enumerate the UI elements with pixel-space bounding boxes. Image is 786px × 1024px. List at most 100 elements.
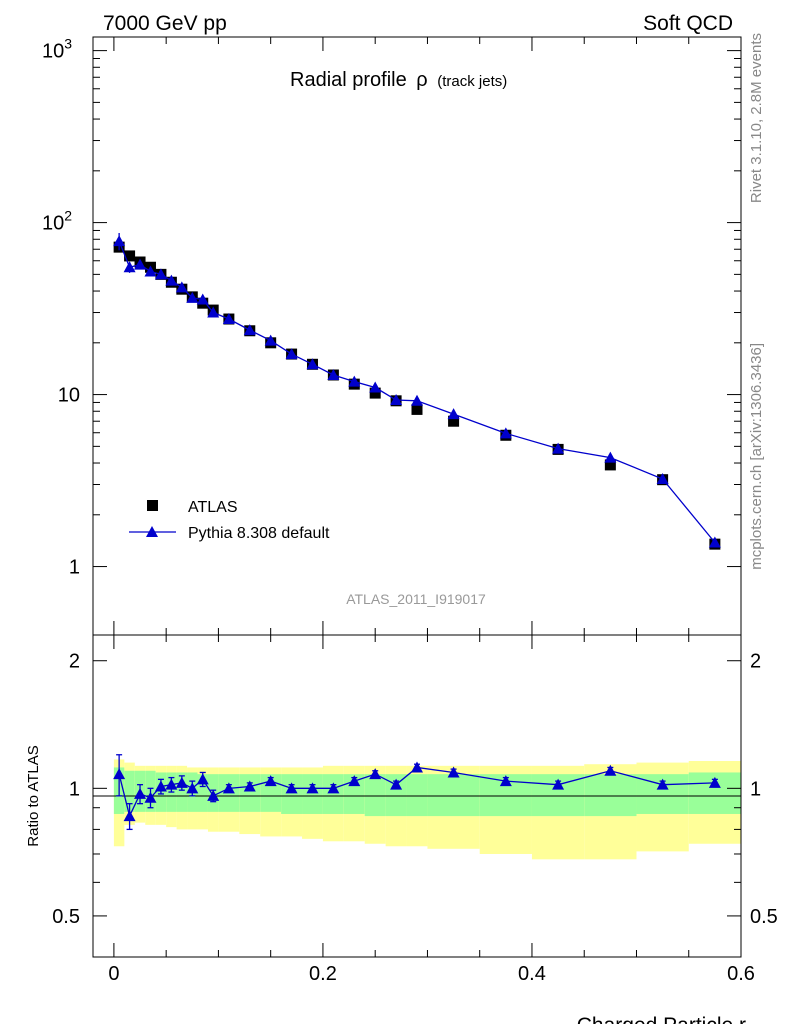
pythia-point	[144, 265, 157, 277]
ratio-point	[186, 782, 199, 794]
ratio-point	[243, 780, 256, 792]
atlas-point	[124, 250, 136, 262]
legend: ATLAS Pythia 8.308 default	[129, 499, 330, 542]
main-y-tick-label-exp: 2	[64, 208, 72, 224]
atlas-point	[411, 403, 423, 415]
pythia-point	[186, 291, 199, 303]
main-y-tick-labels: 1 10 102 103	[42, 36, 80, 579]
x-tick-label: 0.2	[309, 963, 337, 985]
ratio-y-tick-label-left: 1	[69, 778, 80, 800]
x-tick-label: 0.6	[727, 963, 755, 985]
pythia-point	[348, 375, 361, 387]
ratio-point	[134, 787, 147, 799]
pythia-point	[552, 442, 565, 454]
ratio-point	[113, 768, 126, 780]
main-frame	[92, 36, 742, 636]
main-y-tick-label: 102	[42, 208, 72, 235]
ratio-point	[165, 778, 178, 790]
pythia-point	[604, 451, 617, 463]
pythia-point	[113, 235, 126, 247]
pythia-point	[369, 381, 382, 393]
ratio-frame	[92, 634, 742, 958]
ratio-panel: 0.5 0.5 1 1 2 2 Ratio to ATLAS	[25, 634, 778, 958]
ratio-point	[708, 776, 721, 788]
green-band-segment	[322, 774, 344, 814]
legend-pythia-label: Pythia 8.308 default	[188, 525, 330, 542]
analysis-id: ATLAS_2011_I919017	[346, 591, 486, 607]
green-band-segment	[197, 774, 208, 812]
ratio-point	[447, 766, 460, 778]
pythia-point	[154, 268, 167, 280]
legend-atlas-label: ATLAS	[188, 499, 238, 516]
pythia-line	[118, 240, 716, 543]
pythia-point	[123, 261, 136, 273]
ratio-point	[154, 780, 167, 792]
ratio-point	[264, 775, 277, 787]
ratio-point	[207, 789, 220, 801]
pythia-point	[264, 334, 277, 346]
green-band-segment	[343, 774, 365, 814]
pythia-point	[222, 313, 235, 325]
pythia-point	[390, 394, 403, 406]
ratio-point	[499, 775, 512, 787]
pythia-point	[243, 324, 256, 336]
ratio-point	[369, 768, 382, 780]
legend-pythia-marker	[146, 526, 158, 537]
green-band-segment	[239, 774, 261, 812]
pythia-point	[708, 536, 721, 548]
ratio-point	[552, 778, 565, 790]
header-left: 7000 GeV pp	[103, 12, 227, 35]
chart-title: Radial profile ρ (track jets)	[290, 69, 507, 91]
pythia-point	[327, 368, 340, 380]
main-axis-ticks	[93, 37, 742, 635]
x-tick-labels: 0 0.2 0.4 0.6	[108, 963, 755, 985]
ratio-point	[222, 782, 235, 794]
ratio-point	[306, 782, 319, 794]
legend-atlas-marker	[147, 500, 158, 511]
ratio-y-tick-label-left: 0.5	[52, 906, 80, 928]
pythia-point	[306, 358, 319, 370]
pythia-point	[207, 306, 220, 318]
ratio-point	[390, 778, 403, 790]
ratio-point	[144, 791, 157, 803]
pythia-point	[134, 258, 147, 270]
green-band-segment	[281, 774, 303, 814]
chart-title-text: Radial profile	[290, 69, 407, 91]
green-band-segment	[302, 774, 323, 814]
green-band-segment	[427, 774, 480, 817]
ratio-y-tick-label-right: 1	[750, 778, 761, 800]
ratio-ylabel: Ratio to ATLAS	[25, 745, 42, 846]
ratio-point	[123, 810, 136, 822]
pythia-point	[411, 394, 423, 406]
chart-title-symbol: ρ	[416, 69, 427, 91]
ratio-point	[656, 778, 669, 790]
pythia-point	[165, 274, 178, 286]
main-series	[113, 233, 721, 550]
green-band-segment	[406, 774, 428, 817]
main-y-tick-label: 10	[58, 385, 80, 407]
x-axis-label: Charged Particle r	[577, 1014, 746, 1024]
green-band-segment	[124, 770, 135, 812]
pythia-point	[499, 427, 512, 439]
ratio-point	[411, 761, 423, 773]
main-y-tick-label: 103	[42, 36, 72, 63]
green-band-segment	[584, 774, 637, 817]
side-label-bottom: mcplots.cern.ch [arXiv:1306.3436]	[748, 343, 765, 570]
x-tick-label: 0	[108, 963, 119, 985]
ratio-tick-labels: 0.5 0.5 1 1 2 2	[52, 651, 778, 928]
ratio-point	[196, 773, 209, 785]
green-band-segment	[176, 772, 188, 812]
ratio-y-tick-label-right: 2	[750, 651, 761, 673]
chart-title-suffix: (track jets)	[437, 73, 507, 90]
header-right: Soft QCD	[643, 12, 733, 35]
main-y-tick-label: 1	[69, 557, 80, 579]
ratio-point	[175, 776, 188, 788]
pythia-point	[656, 472, 669, 484]
green-band-segment	[385, 774, 407, 817]
green-band-segment	[364, 774, 386, 817]
ratio-axis-ticks	[93, 635, 742, 957]
atlas-point	[448, 415, 460, 427]
atlas-point	[369, 387, 381, 399]
